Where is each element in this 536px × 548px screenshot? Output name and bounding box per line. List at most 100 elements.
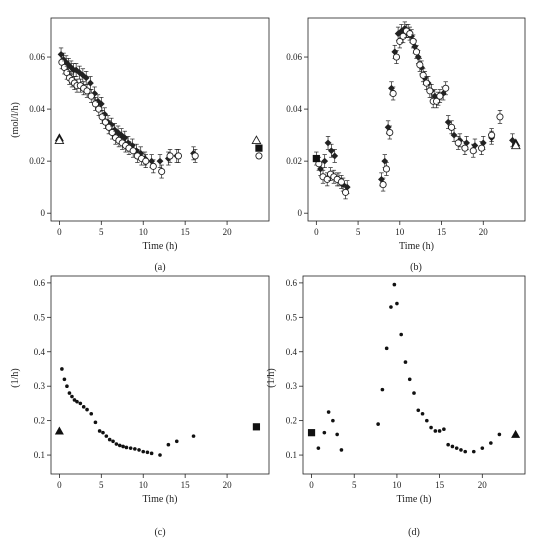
- x-tick-label: 10: [139, 480, 149, 490]
- data-point: [57, 51, 65, 58]
- y-tick-label: 0.6: [34, 278, 46, 288]
- data-point: [343, 183, 351, 191]
- panel-label: (b): [410, 262, 422, 273]
- data-series: [60, 367, 196, 457]
- data-point: [376, 422, 380, 426]
- data-series: [307, 429, 316, 437]
- data-point: [480, 446, 485, 450]
- y-tick-label: 0.4: [34, 347, 46, 357]
- data-point: [389, 305, 393, 309]
- data-point: [444, 118, 452, 126]
- data-point: [327, 147, 335, 155]
- data-point: [65, 384, 69, 388]
- data-point: [446, 442, 450, 447]
- data-point: [398, 27, 405, 35]
- data-point: [166, 442, 171, 447]
- data-point: [335, 432, 339, 437]
- x-tick-label: 20: [478, 480, 488, 490]
- data-point: [496, 113, 504, 121]
- data-point: [107, 437, 112, 442]
- x-tick-label: 20: [223, 227, 233, 237]
- data-point: [395, 301, 399, 306]
- data-series: [252, 423, 261, 431]
- y-tick-label: 0.02: [29, 156, 45, 166]
- data-point: [191, 152, 199, 160]
- data-point: [316, 446, 321, 450]
- x-tick-label: 10: [139, 227, 149, 237]
- data-point: [149, 451, 154, 456]
- x-tick-label: 5: [99, 227, 104, 237]
- data-point: [454, 446, 459, 450]
- data-point: [93, 420, 98, 425]
- data-series: [316, 282, 502, 454]
- plot-frame: [302, 275, 526, 475]
- data-point: [97, 429, 102, 433]
- data-point: [158, 453, 162, 457]
- data-point: [412, 48, 421, 56]
- x-tick-label: 0: [314, 227, 319, 237]
- data-point: [104, 434, 109, 438]
- data-point: [67, 391, 72, 395]
- data-point: [412, 391, 416, 395]
- data-point: [101, 110, 109, 118]
- x-tick-label: 0: [309, 480, 314, 490]
- x-axis-label: Time (h): [399, 241, 434, 252]
- data-point: [326, 410, 331, 414]
- plot-frame: [50, 17, 270, 222]
- data-point: [433, 429, 438, 433]
- y-axis-label: (1/h): [10, 368, 21, 387]
- data-point: [133, 447, 137, 451]
- data-point: [114, 442, 119, 446]
- data-point: [255, 144, 263, 152]
- data-point: [54, 426, 64, 435]
- y-tick-label: 0.2: [286, 416, 297, 426]
- data-point: [156, 157, 164, 165]
- data-point: [94, 97, 102, 105]
- data-point: [70, 394, 74, 399]
- data-point: [101, 430, 105, 435]
- data-point: [111, 439, 115, 444]
- data-point: [65, 61, 73, 69]
- data-point: [416, 408, 421, 413]
- data-point: [463, 449, 468, 454]
- panel-label: (c): [154, 527, 165, 538]
- data-series: [510, 140, 521, 150]
- data-point: [450, 444, 455, 449]
- data-point: [406, 30, 414, 38]
- y-tick-label: 0: [41, 208, 46, 218]
- data-point: [85, 407, 89, 412]
- data-point: [255, 152, 263, 160]
- data-point: [509, 136, 516, 144]
- y-tick-label: 0.3: [34, 381, 46, 391]
- data-series: [54, 426, 64, 435]
- data-point: [62, 58, 70, 66]
- data-point: [342, 188, 350, 196]
- x-tick-label: 10: [395, 227, 405, 237]
- panel-d: 0 5 10 15 20 0.1 0.2 0.3 0.4 0.5 0.6 Time (h) (1/h) (…: [266, 275, 526, 538]
- y-tick-label: 0.02: [286, 156, 302, 166]
- y-tick-label: 0.2: [34, 416, 45, 426]
- data-point: [148, 157, 156, 165]
- data-point: [174, 439, 179, 444]
- data-series: [511, 429, 521, 438]
- data-point: [95, 105, 103, 113]
- y-tick-label: 0.1: [286, 450, 297, 460]
- x-axis-label: Time (h): [143, 494, 178, 505]
- data-point: [166, 152, 174, 160]
- data-point: [324, 139, 332, 147]
- data-point: [312, 154, 320, 163]
- data-point: [89, 411, 94, 416]
- y-tick-label: 0.1: [34, 450, 45, 460]
- y-tick-label: 0: [298, 208, 303, 218]
- data-point: [337, 178, 345, 186]
- data-point: [137, 149, 145, 157]
- data-point: [389, 89, 397, 98]
- x-axis-label: Time (h): [143, 241, 178, 252]
- data-point: [392, 53, 401, 61]
- data-point: [381, 157, 389, 165]
- x-tick-label: 0: [57, 227, 62, 237]
- data-point: [83, 87, 91, 95]
- y-tick-label: 0.04: [29, 104, 45, 114]
- data-point: [87, 79, 94, 87]
- data-point: [497, 432, 502, 437]
